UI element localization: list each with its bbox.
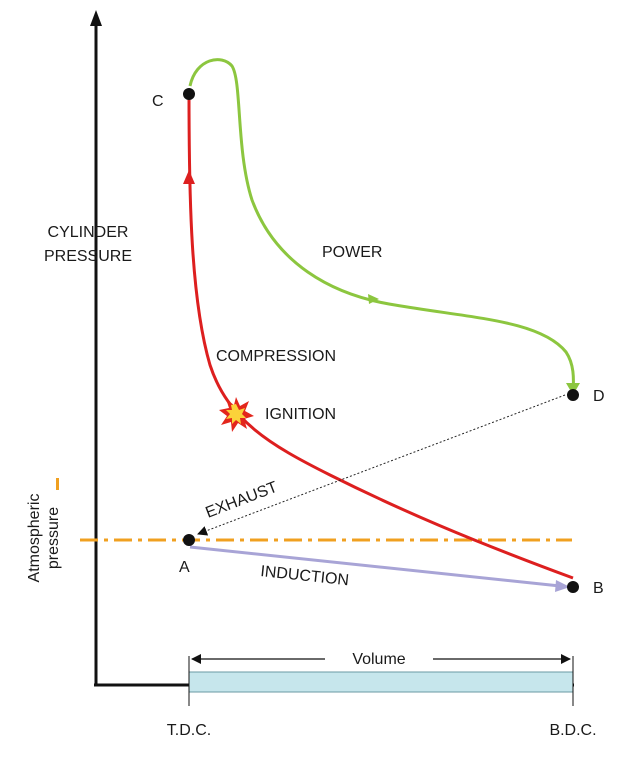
induction-line	[189, 545, 561, 588]
compression-label: COMPRESSION	[216, 348, 336, 365]
exhaust-label: EXHAUST	[203, 479, 280, 522]
bdc-label: B.D.C.	[549, 722, 596, 739]
exhaust-line	[197, 394, 566, 536]
point-c-dot	[183, 88, 195, 100]
atmospheric-label-line2: pressure	[45, 507, 62, 569]
point-b-label: B	[593, 580, 604, 597]
power-label: POWER	[322, 244, 382, 261]
point-d-dot	[567, 389, 579, 401]
tdc-label: T.D.C.	[167, 722, 211, 739]
point-b-dot	[567, 581, 579, 593]
explosion-icon	[219, 397, 254, 432]
point-a-dot	[183, 534, 195, 546]
ignition-label: IGNITION	[265, 406, 336, 423]
point-c-label: C	[152, 93, 164, 110]
compression-direction-arrow-icon	[183, 170, 195, 184]
atmospheric-label-line1: Atmospheric	[26, 494, 43, 583]
volume-label: Volume	[352, 651, 405, 668]
induction-arrow-icon	[555, 580, 570, 592]
compression-curve	[187, 92, 574, 580]
induction-label: INDUCTION	[260, 563, 350, 589]
power-curve	[188, 58, 575, 394]
point-a-label: A	[179, 559, 190, 576]
y-axis-title-line2: PRESSURE	[44, 248, 132, 265]
cylinder-bar	[188, 671, 574, 693]
point-d-label: D	[593, 388, 605, 405]
atmospheric-legend-swatch	[56, 478, 59, 490]
y-axis-title-line1: CYLINDER	[48, 224, 129, 241]
y-axis-arrow-icon	[90, 10, 102, 26]
power-direction-arrow-icon	[368, 294, 379, 304]
